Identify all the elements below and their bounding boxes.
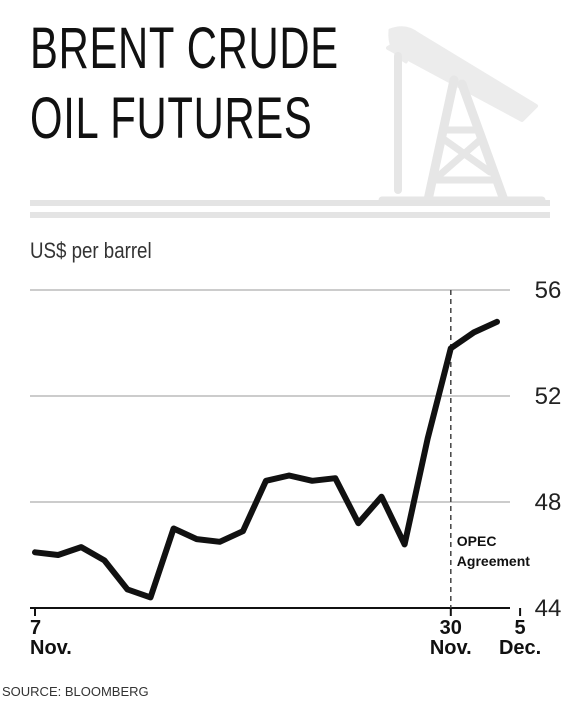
x-tick-label-day: 5: [515, 617, 526, 639]
data-point: [196, 538, 198, 540]
data-point: [103, 559, 105, 561]
series-line: [32, 318, 500, 601]
data-point: [404, 543, 406, 545]
data-point: [334, 477, 336, 479]
data-point: [150, 596, 151, 598]
x-tick-label-day: 30: [440, 617, 462, 639]
data-point: [311, 480, 313, 482]
y-tick-label: 56: [535, 277, 562, 304]
x-tick-label-month: Nov.: [30, 637, 72, 659]
data-point: [427, 437, 429, 439]
data-point: [450, 347, 452, 349]
title-line-2: OIL FUTURES: [30, 86, 313, 151]
title-divider-top: [30, 200, 550, 206]
annotation-label-line-1: OPEC: [457, 533, 497, 549]
title-line-1: BRENT CRUDE: [30, 16, 339, 81]
y-tick-label: 44: [535, 595, 562, 622]
data-point: [473, 331, 475, 333]
data-point: [357, 522, 359, 524]
y-tick-label: 48: [535, 489, 562, 516]
data-point: [242, 530, 244, 532]
data-point: [173, 528, 175, 529]
x-tick-label-month: Nov.: [430, 637, 472, 659]
chart-title: BRENT CRUDE OIL FUTURES: [30, 14, 339, 154]
data-point: [219, 541, 221, 543]
y-tick-label: 52: [535, 383, 562, 410]
x-tick-label-day: 7: [30, 617, 41, 639]
source-note: SOURCE: BLOOMBERG: [2, 684, 149, 699]
data-point: [126, 588, 128, 590]
data-point: [80, 546, 82, 548]
data-point: [34, 551, 36, 553]
data-point: [57, 554, 59, 556]
data-point: [265, 480, 267, 482]
data-point: [381, 496, 382, 498]
data-point: [496, 321, 498, 323]
x-tick-label-month: Dec.: [499, 637, 541, 659]
annotation-label-line-2: Agreement: [457, 553, 530, 569]
data-point: [288, 475, 290, 476]
title-divider-bottom: [30, 212, 550, 218]
y-axis-unit-label: US$ per barrel: [30, 238, 152, 263]
